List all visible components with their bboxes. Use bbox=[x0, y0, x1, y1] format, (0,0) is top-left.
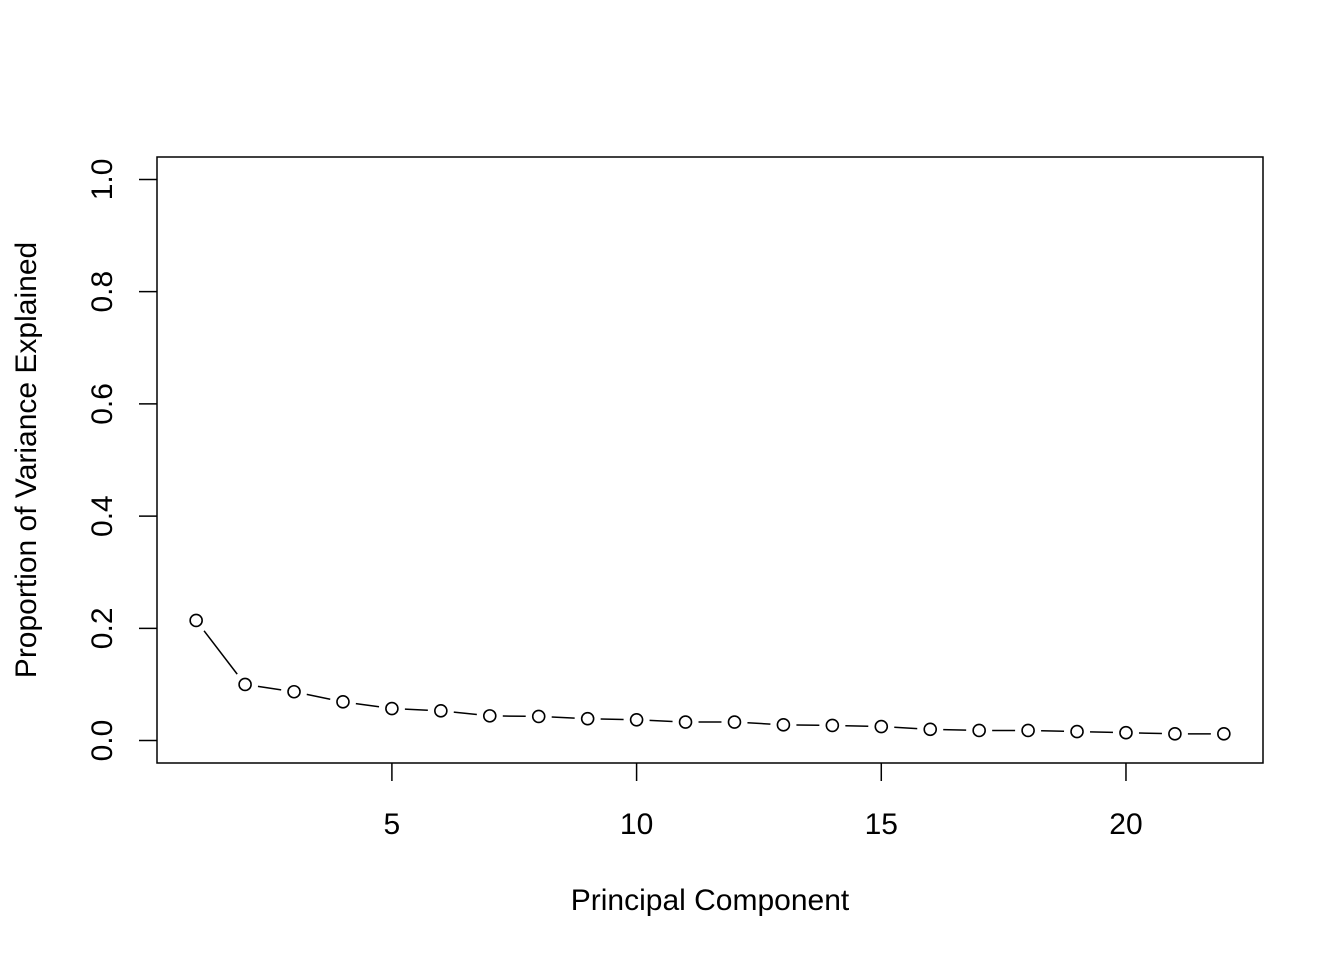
data-point bbox=[385, 701, 399, 716]
data-point bbox=[1021, 723, 1035, 738]
data-point bbox=[629, 712, 644, 727]
series-segment bbox=[845, 724, 869, 727]
data-point bbox=[531, 709, 546, 724]
series-segment bbox=[1041, 730, 1065, 733]
x-axis-label: Principal Component bbox=[571, 884, 850, 917]
series-segment bbox=[453, 711, 477, 716]
series-segment bbox=[404, 708, 428, 711]
series-segment bbox=[355, 702, 380, 708]
data-point bbox=[972, 723, 986, 738]
data-point bbox=[287, 684, 301, 699]
series-segment bbox=[649, 719, 673, 723]
y-tick-label: 0.0 bbox=[86, 720, 119, 762]
series-segment bbox=[306, 693, 331, 700]
data-point bbox=[874, 719, 889, 734]
x-tick-label: 20 bbox=[1109, 808, 1142, 841]
series-segment bbox=[943, 728, 967, 731]
series-segment bbox=[747, 722, 771, 725]
data-point bbox=[825, 718, 840, 733]
data-point bbox=[482, 709, 497, 723]
data-point bbox=[1168, 727, 1182, 741]
data-point bbox=[1119, 725, 1133, 740]
series-segment bbox=[1138, 732, 1162, 735]
series-segment bbox=[600, 718, 624, 721]
y-axis-label: Proportion of Variance Explained bbox=[10, 242, 43, 678]
data-point bbox=[238, 677, 252, 692]
x-tick-label: 10 bbox=[620, 808, 653, 841]
data-point bbox=[1217, 727, 1231, 741]
data-point bbox=[434, 704, 448, 718]
y-tick-label: 1.0 bbox=[86, 159, 119, 201]
series-segment bbox=[894, 726, 918, 730]
y-tick-label: 0.4 bbox=[86, 495, 119, 537]
data-point bbox=[727, 715, 742, 729]
data-point bbox=[678, 715, 693, 729]
data-point bbox=[580, 711, 595, 726]
y-tick-label: 0.2 bbox=[86, 607, 119, 649]
y-tick-label: 0.6 bbox=[86, 383, 119, 425]
data-point bbox=[336, 695, 350, 709]
data-point bbox=[1070, 724, 1084, 739]
x-tick-label: 15 bbox=[865, 808, 898, 841]
series-segment bbox=[203, 630, 238, 675]
series-segment bbox=[257, 685, 282, 691]
data-point bbox=[776, 718, 791, 732]
plot-frame bbox=[156, 156, 1264, 764]
data-point bbox=[923, 722, 938, 737]
series-segment bbox=[1090, 731, 1113, 734]
series-segment bbox=[551, 716, 575, 719]
y-tick-label: 0.8 bbox=[86, 271, 119, 313]
x-tick-label: 5 bbox=[384, 808, 401, 841]
data-point bbox=[189, 613, 203, 628]
